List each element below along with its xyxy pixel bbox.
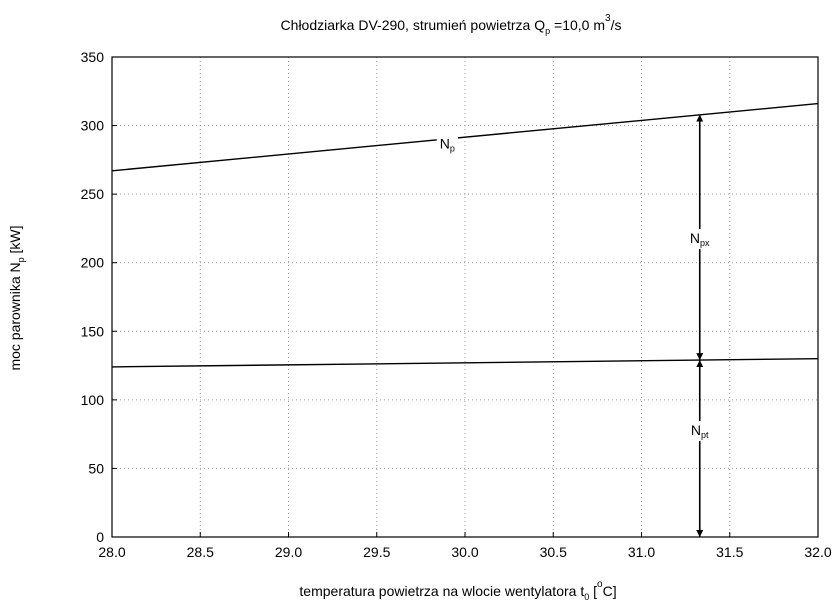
annotation-label-3: Npt bbox=[691, 422, 709, 440]
y-axis-label-main: moc parownika N bbox=[7, 262, 23, 370]
annotation-background bbox=[686, 229, 714, 250]
annotation-sub: px bbox=[700, 238, 710, 248]
y-tick-label: 350 bbox=[81, 49, 105, 65]
annotation-background bbox=[687, 421, 713, 442]
annotation-label-1: Np bbox=[440, 135, 455, 153]
x-tick-label: 31.5 bbox=[716, 544, 743, 560]
annotation-main: N bbox=[440, 135, 450, 151]
x-tick-label: 29.0 bbox=[275, 544, 302, 560]
chart-title-main: Chłodziarka DV-290, strumień powietrza Q bbox=[281, 17, 546, 33]
chart-title-tail: /s bbox=[611, 17, 622, 33]
y-axis-label-tail: [kW] bbox=[7, 225, 23, 257]
y-tick-label: 300 bbox=[81, 118, 105, 134]
x-tick-label: 30.5 bbox=[540, 544, 567, 560]
annotation-main: N bbox=[690, 230, 700, 246]
y-tick-label: 250 bbox=[81, 186, 105, 202]
x-tick-label: 28.5 bbox=[187, 544, 214, 560]
ticks: 28.0 28.5 29.0 29.5 30.0 30.5 31.0 31.5 32.0 0 50 1… bbox=[81, 49, 832, 560]
plot-frame bbox=[111, 56, 819, 538]
x-tick-label: 31.0 bbox=[628, 544, 655, 560]
x-axis-label-sup: o bbox=[597, 579, 603, 590]
x-tick-label: 29.5 bbox=[363, 544, 390, 560]
y-tick-label: 150 bbox=[81, 323, 105, 339]
chart-title: Chłodziarka DV-290, strumień powietrza Q… bbox=[281, 13, 622, 36]
x-axis-label: temperatura powietrza na wlocie wentylat… bbox=[299, 579, 616, 601]
x-axis-label-main: temperatura powietrza na wlocie wentylat… bbox=[299, 583, 584, 599]
x-axis-label-tail: C] bbox=[603, 583, 617, 599]
y-tick-label: 100 bbox=[81, 392, 105, 408]
y-tick-label: 50 bbox=[88, 460, 104, 476]
x-tick-label: 28.0 bbox=[98, 544, 125, 560]
annotation-background bbox=[436, 134, 458, 155]
chart-title-sup: 3 bbox=[605, 13, 611, 24]
x-axis-label-sub: 0 bbox=[584, 592, 589, 601]
annotation-label-2: Npx bbox=[690, 230, 710, 248]
y-axis-label: moc parownika Np [kW] bbox=[7, 225, 26, 370]
chart-title-sub: p bbox=[545, 26, 550, 36]
x-tick-label: 32.0 bbox=[804, 544, 831, 560]
y-tick-label: 0 bbox=[96, 529, 104, 545]
x-axis-label-mid: [ bbox=[589, 583, 597, 599]
annotation-sub: pt bbox=[701, 430, 709, 440]
chart-title-mid: =10,0 m bbox=[550, 17, 605, 33]
annotation-main: N bbox=[691, 422, 701, 438]
grid bbox=[112, 57, 818, 537]
y-axis-label-sub: p bbox=[16, 257, 26, 262]
x-tick-label: 30.0 bbox=[451, 544, 478, 560]
annotation-sub: p bbox=[450, 143, 455, 153]
y-tick-label: 200 bbox=[81, 255, 105, 271]
